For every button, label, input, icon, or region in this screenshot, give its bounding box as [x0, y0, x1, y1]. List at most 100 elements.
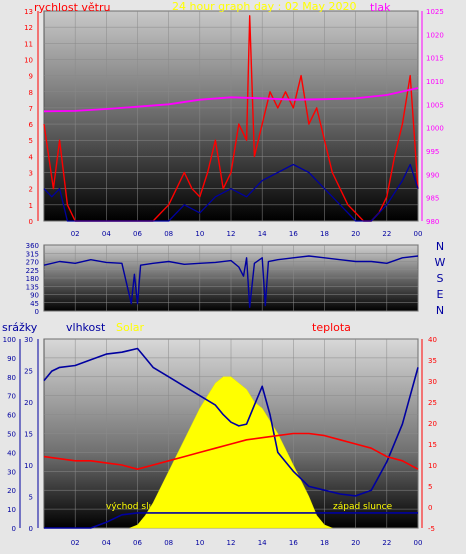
pressure-tick-label: 985 — [426, 195, 439, 203]
wind-tick-label: 8 — [29, 89, 33, 97]
humidity-tick-label: 5 — [29, 494, 33, 502]
rain-tick-label: 60 — [7, 412, 16, 420]
temperature-axis-title: teplota — [312, 321, 351, 334]
pressure-tick-label: 1025 — [426, 8, 444, 16]
pressure-axis-title: tlak — [370, 1, 391, 14]
humidity-tick-label: 15 — [24, 431, 33, 439]
x-tick-label: 06 — [133, 230, 142, 238]
rain-tick-label: 80 — [7, 374, 16, 382]
direction-series-line — [43, 255, 419, 308]
x-tick-label: 02 — [71, 539, 80, 547]
temperature-series-line — [43, 432, 419, 471]
x-tick-label: 16 — [289, 539, 298, 547]
temperature-tick-label: 35 — [428, 357, 437, 365]
sunset-label: západ slunce — [333, 502, 393, 512]
pressure-tick-label: 1010 — [426, 78, 444, 86]
wind-tick-label: 9 — [29, 73, 33, 81]
gust-series-line — [43, 163, 419, 222]
temperature-tick-label: 20 — [428, 420, 437, 428]
x-tick-label: 22 — [382, 230, 391, 238]
rain-axis-title: srážky — [2, 321, 38, 334]
humidity-tick-label: 25 — [24, 368, 33, 376]
x-tick-label: 00 — [414, 539, 423, 547]
solar-axis-title: Solar — [116, 321, 145, 334]
pressure-tick-label: 1000 — [426, 125, 444, 133]
humidity-tick-label: 0 — [29, 525, 33, 533]
x-tick-label: 20 — [351, 230, 360, 238]
direction-tick-label: 270 — [26, 259, 39, 267]
x-tick-label: 18 — [320, 539, 329, 547]
rain-series-line — [44, 512, 418, 529]
temperature-tick-label: 5 — [428, 483, 432, 491]
temperature-tick-label: 0 — [428, 504, 432, 512]
x-tick-label: 10 — [195, 539, 204, 547]
wind-axis-title: rychlost větru — [34, 1, 110, 14]
wind-tick-label: 0 — [29, 218, 33, 226]
x-tick-label: 16 — [289, 230, 298, 238]
x-tick-label: 22 — [382, 539, 391, 547]
compass-label: N — [436, 240, 444, 253]
wind-tick-label: 1 — [29, 202, 33, 210]
x-tick-label: 06 — [133, 539, 142, 547]
pressure-tick-label: 990 — [426, 171, 439, 179]
x-tick-label: 14 — [258, 539, 267, 547]
humidity-series-line — [43, 347, 419, 497]
x-tick-label: 04 — [102, 230, 111, 238]
wind-tick-label: 13 — [24, 8, 33, 16]
temperature-tick-label: 10 — [428, 462, 437, 470]
solar-series-area — [129, 376, 333, 529]
direction-tick-label: 135 — [26, 283, 39, 291]
x-tick-label: 14 — [258, 230, 267, 238]
x-tick-label: 12 — [227, 539, 236, 547]
chart-title: 24 hour graph day : 02 May 2020 — [172, 0, 357, 13]
x-tick-label: 10 — [195, 230, 204, 238]
wind-tick-label: 4 — [29, 153, 34, 161]
humidity-tick-label: 20 — [24, 399, 33, 407]
rain-tick-label: 90 — [7, 355, 16, 363]
x-tick-label: 12 — [227, 230, 236, 238]
humidity-tick-label: 30 — [24, 336, 33, 344]
x-tick-label: 00 — [414, 230, 423, 238]
rain-tick-label: 50 — [7, 431, 16, 439]
x-tick-label: 08 — [164, 539, 173, 547]
compass-label: E — [437, 288, 444, 301]
direction-tick-label: 315 — [26, 250, 39, 258]
x-tick-label: 20 — [351, 539, 360, 547]
direction-tick-label: 360 — [26, 242, 39, 250]
temperature-tick-label: 30 — [428, 378, 437, 386]
pressure-tick-label: 1005 — [426, 101, 444, 109]
rain-tick-label: 40 — [7, 449, 16, 457]
temperature-tick-label: -5 — [428, 525, 435, 533]
direction-tick-label: 225 — [26, 267, 39, 275]
x-tick-label: 02 — [71, 230, 80, 238]
pressure-tick-label: 1015 — [426, 55, 444, 63]
wind-tick-label: 6 — [29, 121, 34, 129]
wind-tick-label: 3 — [29, 170, 33, 178]
x-tick-label: 04 — [102, 539, 111, 547]
direction-tick-label: 0 — [35, 308, 39, 316]
humidity-axis-title: vlhkost — [66, 321, 106, 334]
rain-tick-label: 100 — [3, 336, 16, 344]
direction-tick-label: 90 — [30, 292, 39, 300]
x-tick-label: 18 — [320, 230, 329, 238]
rain-tick-label: 30 — [7, 468, 16, 476]
wind-tick-label: 2 — [29, 186, 33, 194]
rain-tick-label: 20 — [7, 487, 16, 495]
temperature-tick-label: 40 — [428, 336, 437, 344]
sunrise-label: východ slunce — [106, 502, 171, 512]
compass-label: W — [435, 256, 446, 269]
humidity-tick-label: 10 — [24, 462, 33, 470]
temperature-tick-label: 25 — [428, 399, 437, 407]
wind-tick-label: 5 — [29, 137, 33, 145]
pressure-series-line — [43, 87, 419, 113]
wind-tick-label: 11 — [24, 40, 33, 48]
pressure-tick-label: 995 — [426, 148, 439, 156]
pressure-tick-label: 1020 — [426, 31, 444, 39]
direction-tick-label: 45 — [30, 300, 39, 308]
wind-tick-label: 7 — [29, 105, 33, 113]
x-tick-label: 08 — [164, 230, 173, 238]
direction-tick-label: 180 — [26, 275, 39, 283]
rain-tick-label: 0 — [12, 525, 16, 533]
